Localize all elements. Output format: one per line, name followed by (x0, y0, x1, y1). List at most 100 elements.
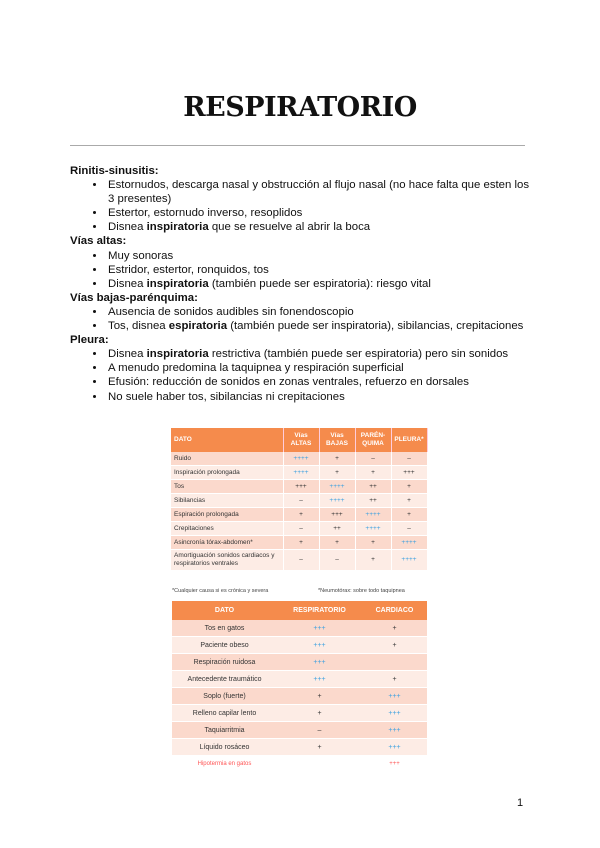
item-text: Estertor, estornudo inverso, resoplidos (108, 207, 303, 220)
section-heading: Vías bajas-parénquima: (70, 291, 198, 304)
table-row: Antecedente traumático +++ + (172, 670, 427, 688)
table-cell: ++ (355, 479, 392, 494)
table-row: Sibilancias – ++++ ++ + (171, 493, 428, 508)
table-cell: ++++ (319, 493, 356, 508)
table-cell: – (283, 549, 320, 571)
table-row: Tos en gatos +++ + (172, 620, 427, 637)
row-label: Ruido (171, 452, 284, 466)
page-number: 1 (517, 797, 524, 809)
table-cell: +++ (277, 653, 362, 671)
item-text: Disnea (108, 348, 147, 361)
table-cell: – (391, 452, 428, 466)
table-cell: + (362, 636, 427, 654)
table-cell (277, 755, 362, 773)
list-item: Ausencia de sonidos audibles sin fonendo… (106, 305, 532, 319)
row-label: Asincronía tórax-abdomen* (171, 535, 284, 550)
list-item: Estornudos, descarga nasal y obstrucción… (106, 178, 532, 206)
table-row: Inspiración prolongada ++++ + + +++ (171, 465, 428, 480)
table-row: Hipotermia en gatos +++ (172, 755, 427, 773)
table-cell: + (319, 452, 356, 466)
table-cell: +++ (283, 479, 320, 494)
table-cell: +++ (362, 755, 427, 773)
item-text: Disnea (108, 277, 147, 290)
table-cell: + (355, 465, 392, 480)
table-row: Relleno capilar lento + +++ (172, 704, 427, 722)
row-label: Soplo (fuerte) (172, 687, 277, 705)
item-emphasis: inspiratoria (146, 221, 209, 234)
list-item: No suele haber tos, sibilancias ni crepi… (106, 390, 532, 404)
table-cell: + (355, 535, 392, 550)
table-cell: +++ (391, 465, 428, 480)
table-row: Respiración ruidosa +++ (172, 653, 427, 671)
table-cell: + (283, 507, 320, 522)
table-cell: ++++ (283, 452, 320, 466)
column-header: DATO (171, 428, 284, 452)
table-cell: – (391, 521, 428, 536)
column-header: CARDIACO (362, 601, 427, 620)
row-label: Tos (171, 479, 284, 494)
table-row: Amortiguación sonidos cardiacos y respir… (171, 549, 428, 571)
item-text: Muy sonoras (108, 249, 174, 262)
comparison-table-location: DATO Vías ALTAS Vías BAJAS PARÉN-QUIMA PLEUR… (171, 428, 428, 571)
header-row: DATO Vías ALTAS Vías BAJAS PARÉN-QUIMA PLEUR… (171, 428, 428, 452)
table-cell: +++ (319, 507, 356, 522)
divider (70, 145, 525, 146)
list-item: Disnea inspiratoria (también puede ser e… (106, 277, 532, 291)
item-text: Tos, disnea (108, 320, 169, 333)
table-cell: + (283, 535, 320, 550)
table-cell: + (391, 479, 428, 494)
table-cell: + (277, 738, 362, 756)
table-cell (362, 653, 427, 671)
table-cell: ++++ (319, 479, 356, 494)
list-item: Tos, disnea espiratoria (también puede s… (106, 319, 532, 333)
list-item: Muy sonoras (106, 249, 532, 263)
row-label: Crepitaciones (171, 521, 284, 536)
row-label: Taquiarritmia (172, 721, 277, 739)
item-text: restrictiva (también puede ser espirator… (208, 348, 509, 361)
table-row: Tos +++ ++++ ++ + (171, 479, 428, 494)
table-cell: – (283, 493, 320, 508)
table-row: Soplo (fuerte) + +++ (172, 687, 427, 705)
table-cell: +++ (362, 687, 427, 705)
item-text: (también puede ser espiratoria): riesgo … (208, 277, 431, 290)
bullet-list: Disnea inspiratoria restrictiva (también… (70, 347, 532, 403)
row-label: Tos en gatos (172, 620, 277, 637)
list-item: Estertor, estornudo inverso, resoplidos (106, 206, 532, 220)
bullet-list: Estornudos, descarga nasal y obstrucción… (70, 178, 532, 234)
row-label: Amortiguación sonidos cardiacos y respir… (171, 549, 284, 571)
list-item: Disnea inspiratoria restrictiva (también… (106, 347, 532, 361)
footnote-left: *Cualquier causa si es crónica y severa (172, 588, 269, 594)
table-cell: ++ (355, 493, 392, 508)
bullet-list: Muy sonorasEstridor, estertor, ronquidos… (70, 249, 532, 291)
row-label: Paciente obeso (172, 636, 277, 654)
table-cell: ++++ (355, 521, 392, 536)
item-text: Estornudos, descarga nasal y obstrucción… (108, 179, 530, 206)
table-cell: + (277, 704, 362, 722)
table-row: Líquido rosáceo + +++ (172, 738, 427, 756)
list-item: Estridor, estertor, ronquidos, tos (106, 263, 532, 277)
item-text: que se resuelve al abrir la boca (208, 221, 371, 234)
table-cell: + (391, 507, 428, 522)
table-cell: + (319, 535, 356, 550)
table-cell: ++++ (391, 535, 428, 550)
bullet-list: Ausencia de sonidos audibles sin fonendo… (70, 305, 532, 333)
table-cell: + (277, 687, 362, 705)
table-cell: – (355, 452, 392, 466)
table-row: Ruido ++++ + – – (171, 452, 428, 466)
table-cell: + (362, 670, 427, 688)
section-heading: Vías altas: (70, 235, 127, 248)
list-item: A menudo predomina la taquipnea y respir… (106, 361, 532, 375)
table-cell: + (355, 549, 392, 571)
row-label: Antecedente traumático (172, 670, 277, 688)
table-cell: +++ (277, 636, 362, 654)
column-header: Vías ALTAS (283, 428, 320, 452)
table-cell: +++ (277, 620, 362, 637)
table-cell: – (283, 521, 320, 536)
item-text: (también puede ser inspiratoria), sibila… (227, 320, 524, 333)
list-item: Disnea inspiratoria que se resuelve al a… (106, 220, 532, 234)
item-emphasis: espiratoria (168, 320, 228, 333)
item-emphasis: inspiratoria (146, 277, 209, 290)
item-text: No suele haber tos, sibilancias ni crepi… (108, 390, 345, 403)
comparison-table-resp-cardiac: DATO RESPIRATORIO CARDIACO Tos en gatos +++ +… (172, 601, 427, 773)
